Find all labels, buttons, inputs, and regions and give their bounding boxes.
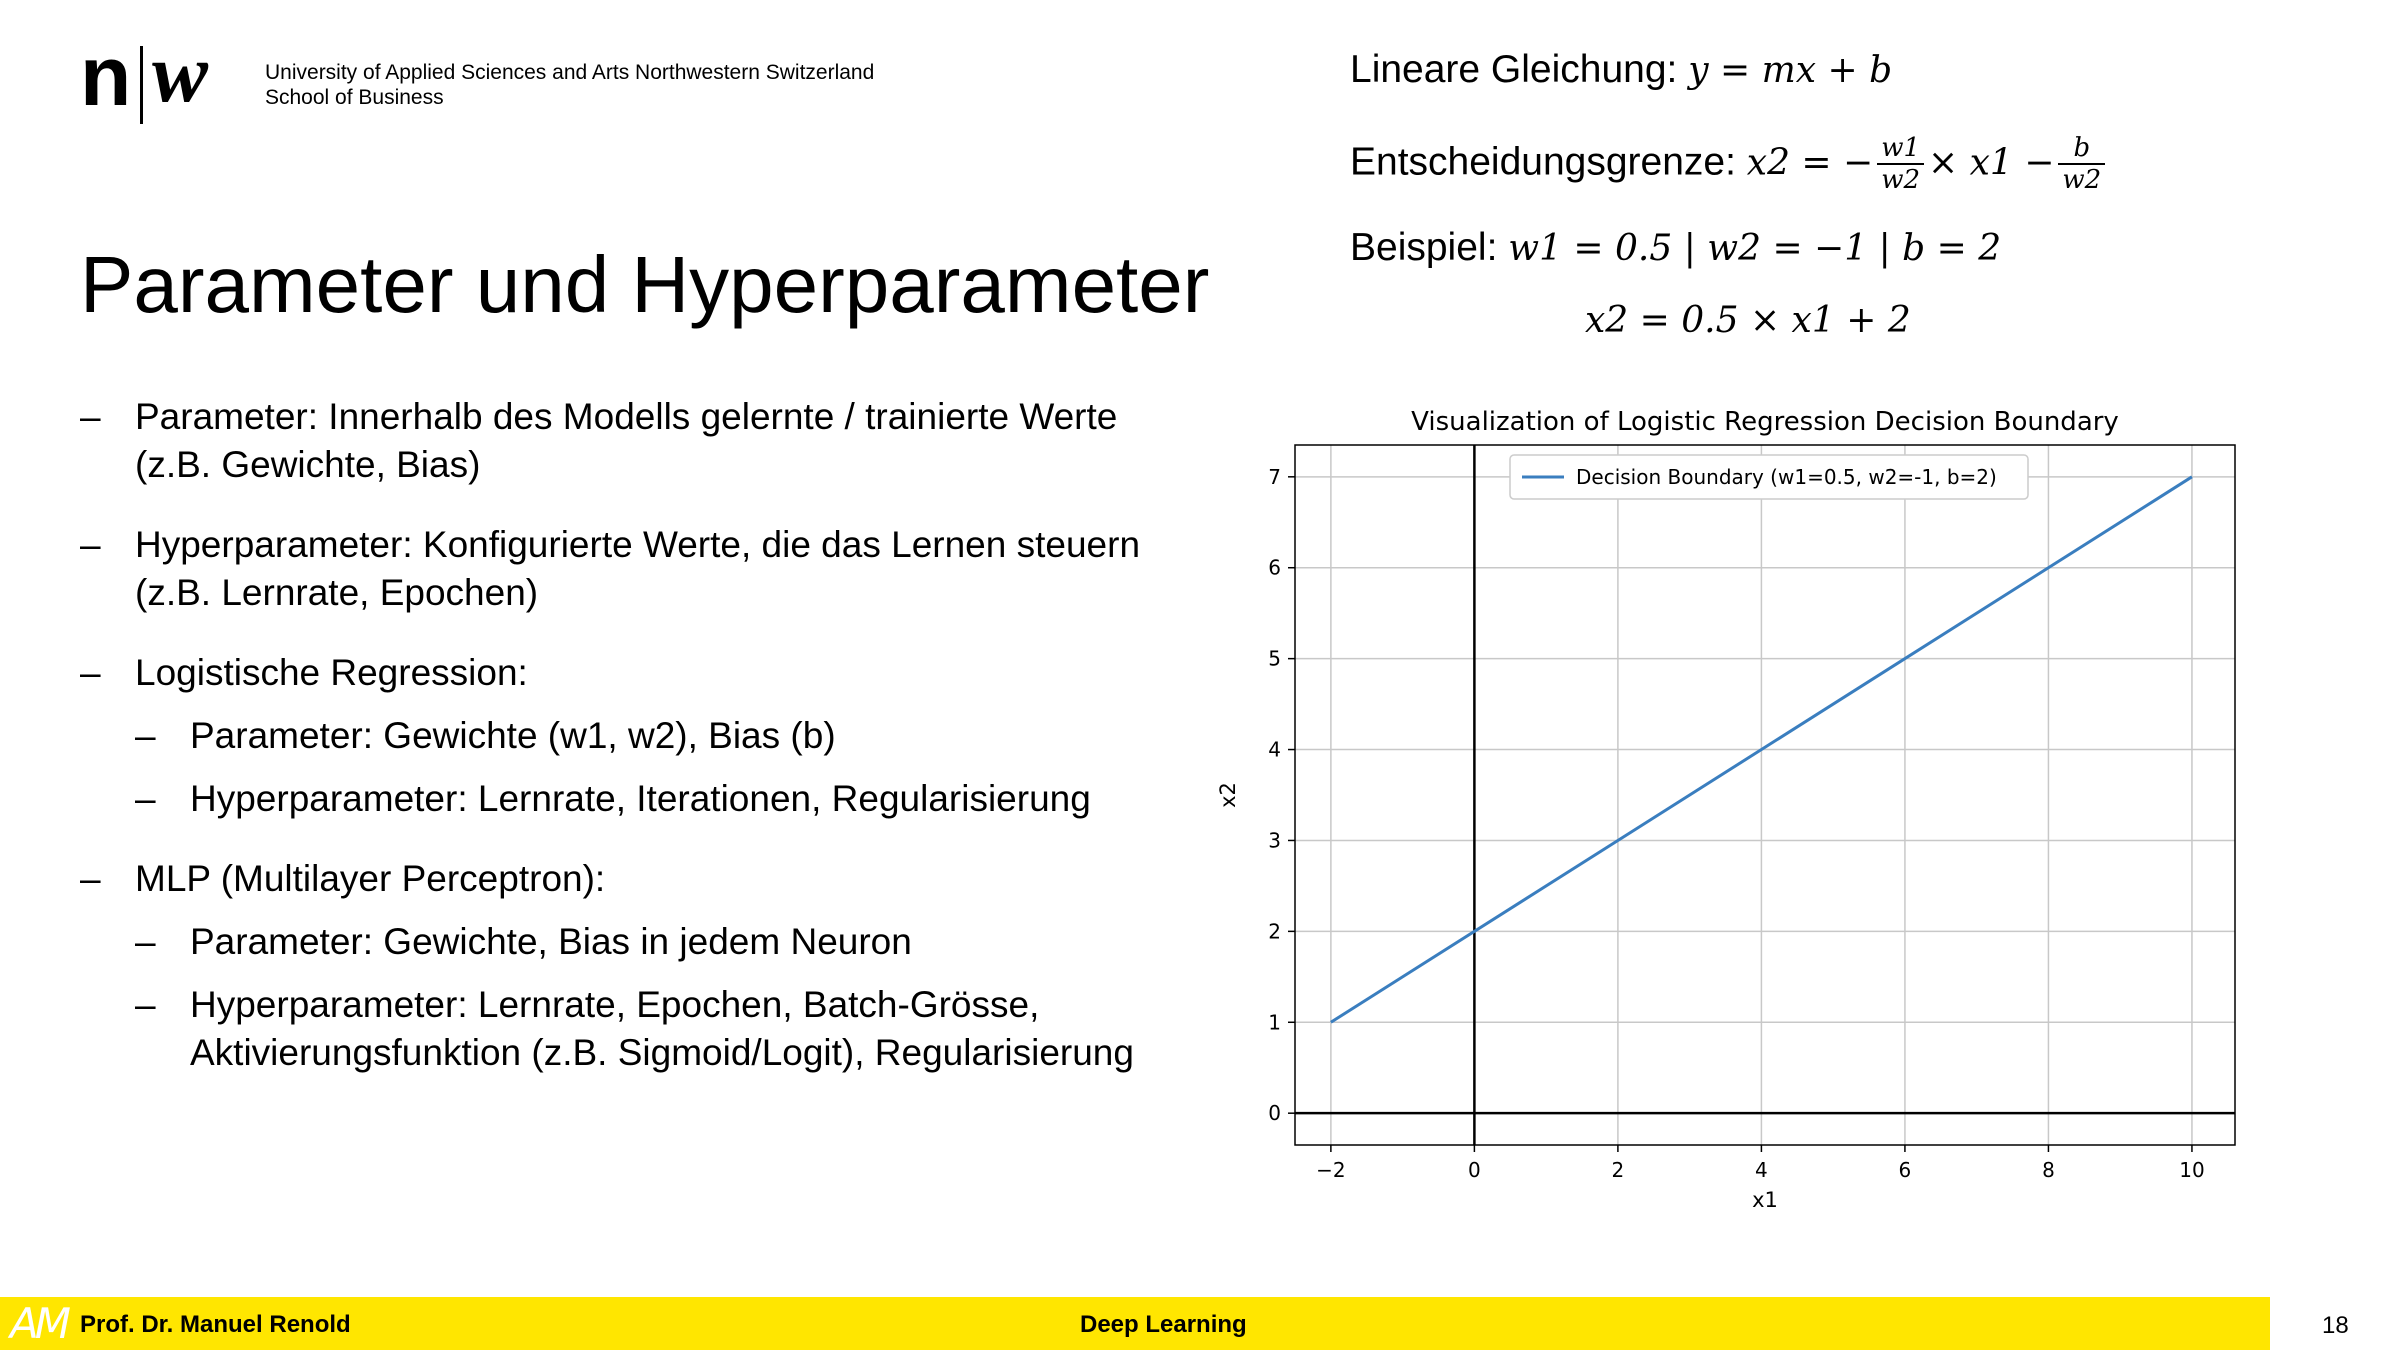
y-tick-label: 7 <box>1268 465 1281 489</box>
bullet-item: – Hyperparameter: Lernrate, Iterationen, … <box>80 775 1160 823</box>
y-tick-label: 5 <box>1268 647 1281 671</box>
logo-letter-n: n <box>80 29 132 123</box>
boundary-mid: × x1 − <box>1927 142 2055 184</box>
fraction-w1-w2: w1 w2 <box>1877 133 1924 195</box>
legend-entry: Decision Boundary (w1=0.5, w2=-1, b=2) <box>1576 465 1997 489</box>
footer-author: Prof. Dr. Manuel Renold <box>80 1311 351 1338</box>
institution-name: University of Applied Sciences and Arts … <box>265 60 874 110</box>
example-label: Beispiel: <box>1350 226 1509 269</box>
fraction-numerator: b <box>2058 133 2106 165</box>
bullet-marker: – <box>135 778 156 819</box>
footer-bar: AM Prof. Dr. Manuel Renold Deep Learning <box>0 1297 2270 1350</box>
series-line-decision-boundary <box>1330 475 2193 1024</box>
decision-boundary-chart: −2 0 2 4 6 8 10 0 1 2 3 4 5 6 7 Visualization of Logist… <box>1216 407 2236 1212</box>
decision-boundary-equation: Entscheidungsgrenze: x2 = − w1 w2 × x1 − b w2 <box>1350 133 2109 195</box>
bullet-item: – Logistische Regression: <box>80 649 1160 697</box>
boundary-lhs: x2 = − <box>1746 142 1874 184</box>
linear-equation: Lineare Gleichung: y = mx + b <box>1350 45 1892 96</box>
bullet-item: – Hyperparameter: Konfigurierte Werte, di… <box>80 521 1160 617</box>
y-tick-label: 3 <box>1268 828 1281 852</box>
bullet-text: Parameter: Gewichte, Bias in jedem Neuro… <box>190 921 912 962</box>
bullet-item: – Parameter: Gewichte (w1, w2), Bias (b) <box>80 712 1160 760</box>
institution-line-1: University of Applied Sciences and Arts … <box>265 61 875 84</box>
bullet-text: Hyperparameter: Lernrate, Iterationen, R… <box>190 778 1091 819</box>
bullet-marker: – <box>80 396 101 437</box>
legend-box <box>1509 454 2029 500</box>
example-result: x2 = 0.5 × x1 + 2 <box>1585 295 1911 346</box>
example-equation: Beispiel: w1 = 0.5 | w2 = −1 | b = 2 <box>1350 223 2001 274</box>
example-result-math: x2 = 0.5 × x1 + 2 <box>1585 300 1911 341</box>
bullet-marker: – <box>135 715 156 756</box>
bullet-item: – MLP (Multilayer Perceptron): <box>80 855 1160 903</box>
author-logo: AM <box>10 1299 71 1348</box>
x-tick-label: 8 <box>2042 1158 2055 1182</box>
linear-equation-math: y = mx + b <box>1688 50 1893 91</box>
y-tick-label: 6 <box>1268 556 1281 580</box>
institution-line-2: School of Business <box>265 86 444 109</box>
boundary-label: Entscheidungsgrenze: <box>1350 140 1747 184</box>
logo-letter-w: w <box>152 27 209 120</box>
example-math: w1 = 0.5 | w2 = −1 | b = 2 <box>1508 228 2002 269</box>
y-axis-label: x2 <box>1216 782 1240 808</box>
x-tick-label: 0 <box>1468 1158 1481 1182</box>
fraction-numerator: w1 <box>1877 133 1924 165</box>
chart-title: Visualization of Logistic Regression Dec… <box>1411 407 2119 437</box>
plot-frame <box>1294 444 2236 1146</box>
bullet-text: Parameter: Innerhalb des Modells gelernt… <box>135 396 1118 485</box>
x-tick-label: 2 <box>1612 1158 1625 1182</box>
bullet-marker: – <box>135 921 156 962</box>
x-tick-label: −2 <box>1316 1158 1345 1182</box>
fraction-b-w2: b w2 <box>2058 133 2106 195</box>
bullet-text: Logistische Regression: <box>135 652 528 693</box>
y-tick-label: 2 <box>1268 919 1281 943</box>
y-tick-label: 4 <box>1268 738 1281 762</box>
x-axis-label: x1 <box>1752 1188 1778 1212</box>
bullet-item: – Hyperparameter: Lernrate, Epochen, Batc… <box>80 981 1160 1077</box>
x-tick-label: 6 <box>1899 1158 1912 1182</box>
page-number: 18 <box>2322 1312 2349 1339</box>
y-tick-label: 1 <box>1268 1010 1281 1034</box>
bullet-item: – Parameter: Gewichte, Bias in jedem Neur… <box>80 918 1160 966</box>
bullet-text: MLP (Multilayer Perceptron): <box>135 858 606 899</box>
slide-title: Parameter und Hyperparameter <box>80 240 1210 329</box>
fraction-denominator: w2 <box>1881 165 1920 195</box>
bullet-text: Parameter: Gewichte (w1, w2), Bias (b) <box>190 715 836 756</box>
bullet-marker: – <box>80 652 101 693</box>
fraction-denominator: w2 <box>2062 165 2102 195</box>
x-tick-label: 10 <box>2179 1158 2204 1182</box>
y-tick-label: 0 <box>1268 1101 1281 1125</box>
bullet-marker: – <box>80 858 101 899</box>
bullet-marker: – <box>80 524 101 565</box>
footer-course: Deep Learning <box>1080 1311 1247 1338</box>
bullet-marker: – <box>135 984 156 1025</box>
bullet-item: – Parameter: Innerhalb des Modells gelern… <box>80 393 1160 489</box>
bullet-text: Hyperparameter: Konfigurierte Werte, die… <box>135 524 1141 613</box>
linear-equation-label: Lineare Gleichung: <box>1350 48 1689 91</box>
bullet-list: – Parameter: Innerhalb des Modells gelern… <box>80 393 1160 1077</box>
bullet-text: Hyperparameter: Lernrate, Epochen, Batch… <box>190 984 1134 1073</box>
x-tick-label: 4 <box>1755 1158 1768 1182</box>
logo-divider <box>140 46 143 124</box>
